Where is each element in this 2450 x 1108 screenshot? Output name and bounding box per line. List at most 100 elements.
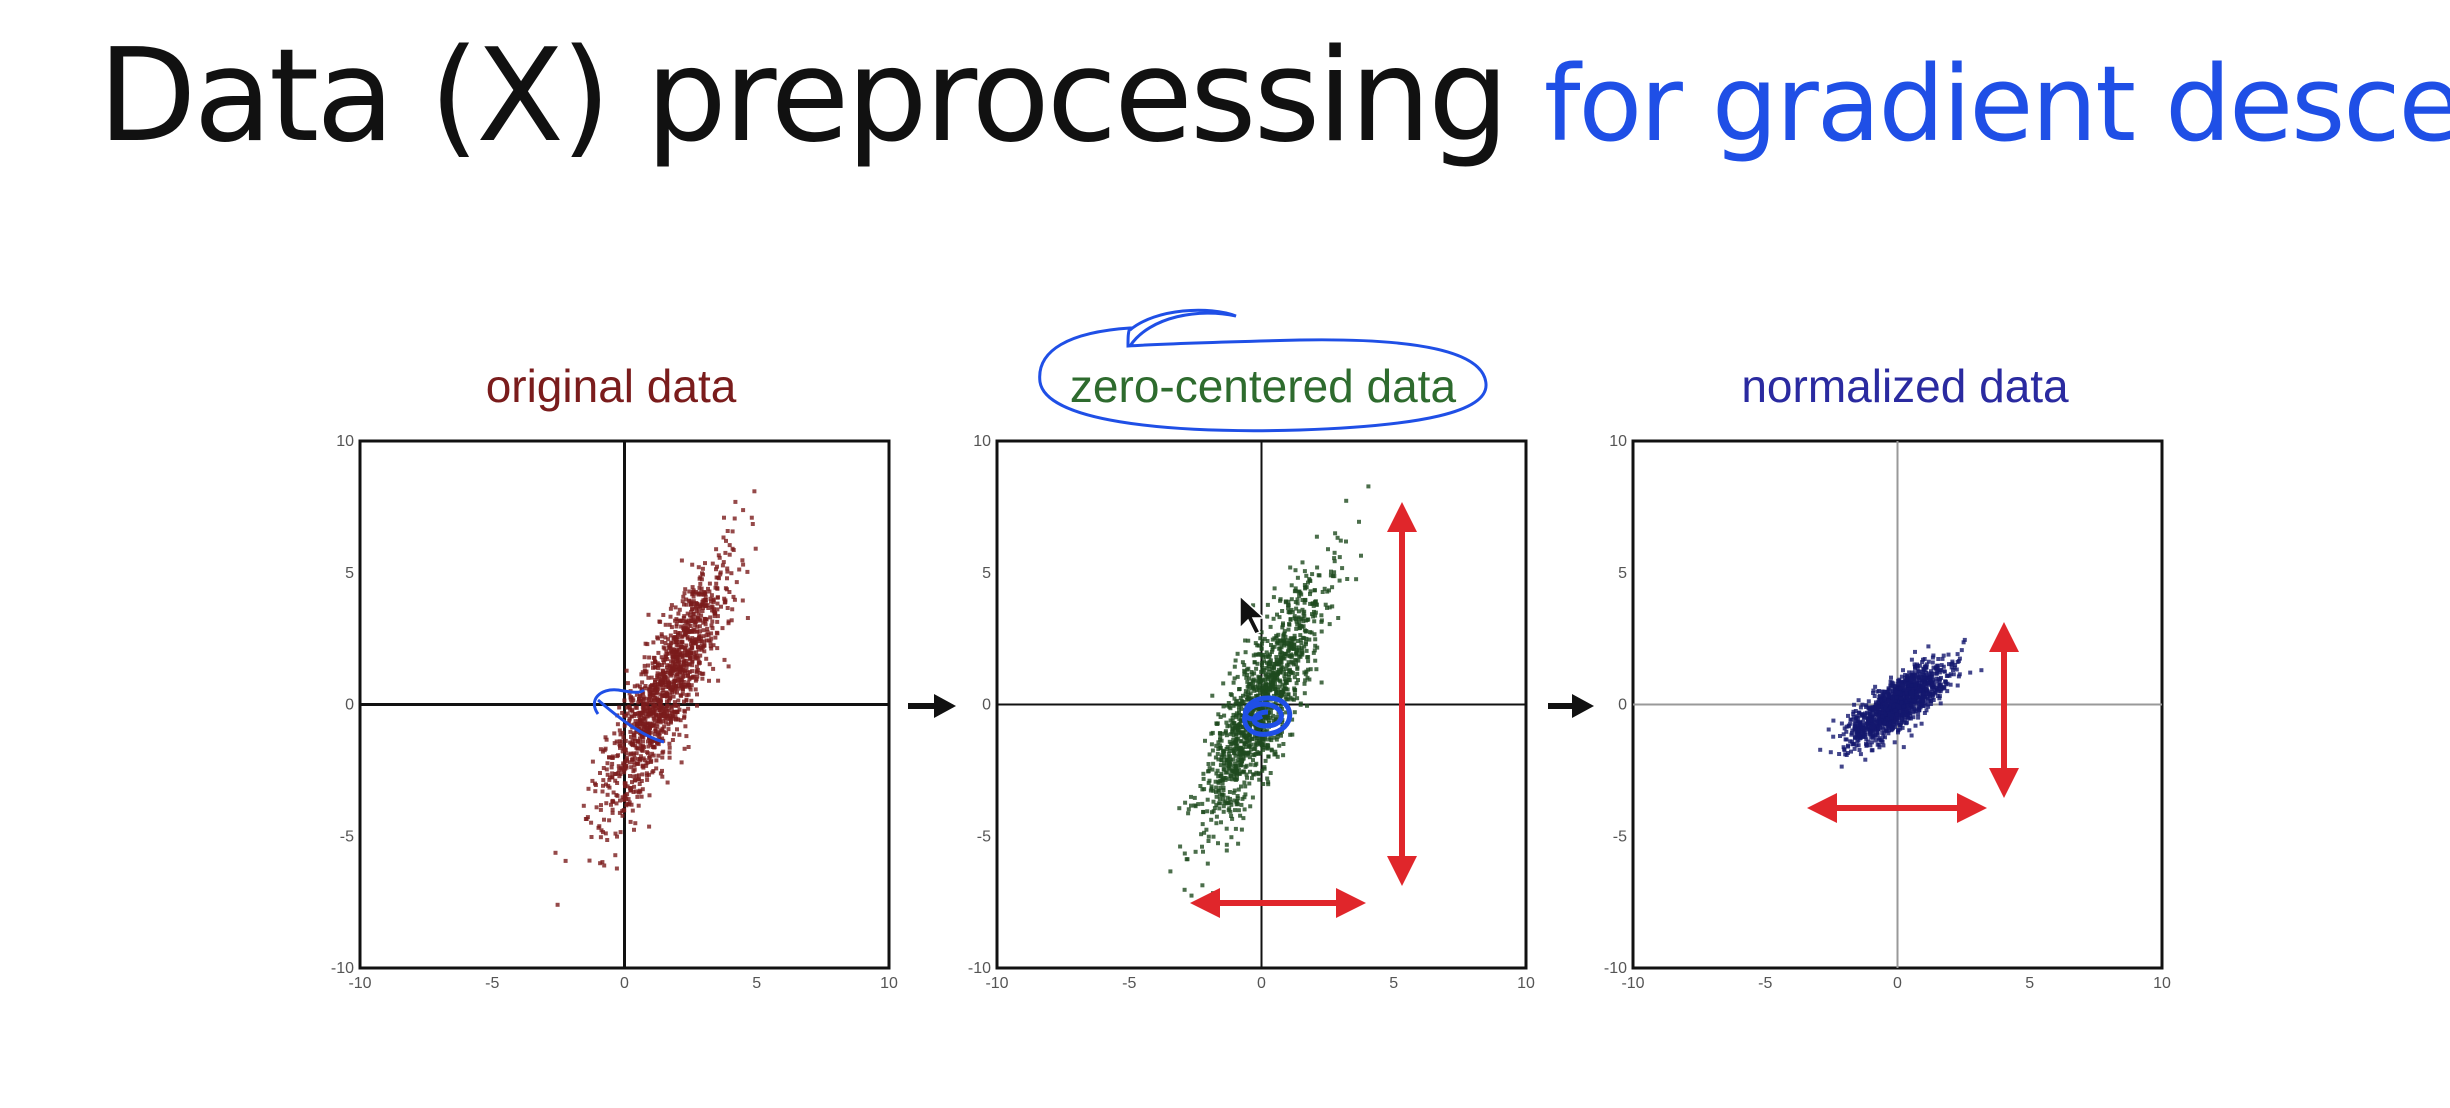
scatter-point — [693, 623, 698, 627]
scatter-point — [1887, 728, 1891, 733]
scatter-point — [684, 697, 689, 702]
scatter-point — [1272, 586, 1277, 591]
scatter-point — [1233, 808, 1237, 813]
scatter-point — [741, 508, 746, 513]
scatter-point — [604, 767, 609, 772]
scatter-point — [1275, 676, 1280, 681]
scatter-point — [706, 606, 711, 610]
scatter-point — [663, 680, 668, 685]
scatter-point — [1332, 574, 1337, 579]
scatter-point — [1266, 718, 1271, 723]
scatter-point — [1302, 583, 1307, 587]
scatter-point — [671, 732, 676, 737]
scatter-point — [643, 641, 648, 646]
scatter-point — [682, 623, 687, 628]
scatter-point — [1236, 736, 1241, 741]
scatter-point — [679, 624, 684, 629]
scatter-point — [1268, 771, 1273, 775]
scatter-point — [694, 664, 699, 669]
scatter-point — [1242, 663, 1247, 668]
scatter-point — [1215, 768, 1220, 773]
scatter-point — [1902, 679, 1907, 684]
scatter-point — [1344, 498, 1349, 503]
scatter-point — [1252, 660, 1257, 665]
scatter-point — [1218, 734, 1223, 739]
scatter-point — [1879, 738, 1884, 743]
scatter-point — [691, 588, 696, 593]
scatter-point — [644, 702, 649, 707]
scatter-point — [674, 624, 679, 629]
scatter-point — [1852, 702, 1857, 707]
scatter-point — [1905, 706, 1910, 711]
scatter-point — [1947, 662, 1951, 667]
scatter-point — [1263, 716, 1268, 721]
scatter-point — [1885, 707, 1890, 712]
scatter-point — [1232, 664, 1237, 669]
scatter-point — [638, 789, 643, 794]
scatter-point — [1202, 830, 1207, 835]
scatter-point — [1220, 781, 1225, 786]
scatter-point — [1930, 674, 1935, 679]
scatter-point — [691, 650, 696, 655]
scatter-point — [1216, 774, 1221, 779]
scatter-point — [1936, 676, 1941, 681]
scatter-point — [1313, 637, 1318, 642]
scatter-point — [1227, 671, 1232, 676]
scatter-point — [1206, 762, 1211, 766]
scatter-point — [1926, 671, 1931, 676]
scatter-point — [1245, 739, 1250, 744]
scatter-point — [1259, 630, 1264, 635]
scatter-point — [1245, 775, 1249, 780]
scatter-point — [667, 745, 672, 750]
scatter-point — [631, 774, 636, 779]
scatter-point — [1294, 662, 1298, 667]
scatter-point — [1935, 694, 1940, 698]
scatter-point — [1264, 654, 1269, 659]
scatter-point — [1934, 671, 1939, 676]
scatter-point — [630, 696, 635, 701]
scatter-point — [1873, 709, 1878, 714]
scatter-point — [1285, 638, 1290, 643]
scatter-point — [1895, 682, 1900, 687]
scatter-point — [1271, 713, 1276, 718]
scatter-point — [715, 619, 720, 624]
scatter-point — [1842, 747, 1847, 752]
scatter-point — [664, 670, 669, 675]
scatter-point — [1221, 797, 1226, 801]
scatter-point — [1269, 682, 1273, 687]
scatter-point — [1228, 796, 1232, 801]
scatter-point — [1281, 632, 1286, 637]
scatter-point — [1885, 716, 1890, 721]
scatter-point — [1866, 724, 1871, 729]
scatter-point — [1912, 676, 1917, 681]
scatter-point — [749, 515, 754, 520]
scatter-point — [673, 714, 678, 719]
scatter-point — [642, 704, 647, 709]
scatter-point — [645, 714, 650, 719]
scatter-point — [699, 592, 704, 597]
scatter-point — [1955, 660, 1960, 664]
scatter-point — [1291, 662, 1296, 667]
scatter-point — [1277, 678, 1282, 683]
scatter-point — [1235, 674, 1240, 679]
scatter-point — [589, 820, 594, 825]
scatter-point — [1285, 653, 1290, 658]
scatter-point — [1915, 666, 1920, 671]
scatter-point — [1313, 599, 1318, 604]
scatter-point — [1354, 577, 1359, 582]
scatter-point — [1256, 738, 1261, 743]
scatter-point — [1168, 869, 1173, 874]
scatter-point — [705, 626, 710, 631]
scatter-point — [668, 633, 673, 638]
scatter-point — [638, 715, 643, 720]
scatter-point — [1881, 692, 1886, 697]
scatter-point — [709, 604, 714, 609]
scatter-point — [697, 660, 702, 665]
scatter-point — [1239, 739, 1244, 744]
scatter-point — [1239, 746, 1244, 751]
scatter-point — [1217, 806, 1222, 811]
scatter-point — [1222, 763, 1227, 768]
scatter-point — [1314, 602, 1319, 607]
scatter-point — [1278, 691, 1283, 696]
scatter-point — [1959, 648, 1964, 653]
